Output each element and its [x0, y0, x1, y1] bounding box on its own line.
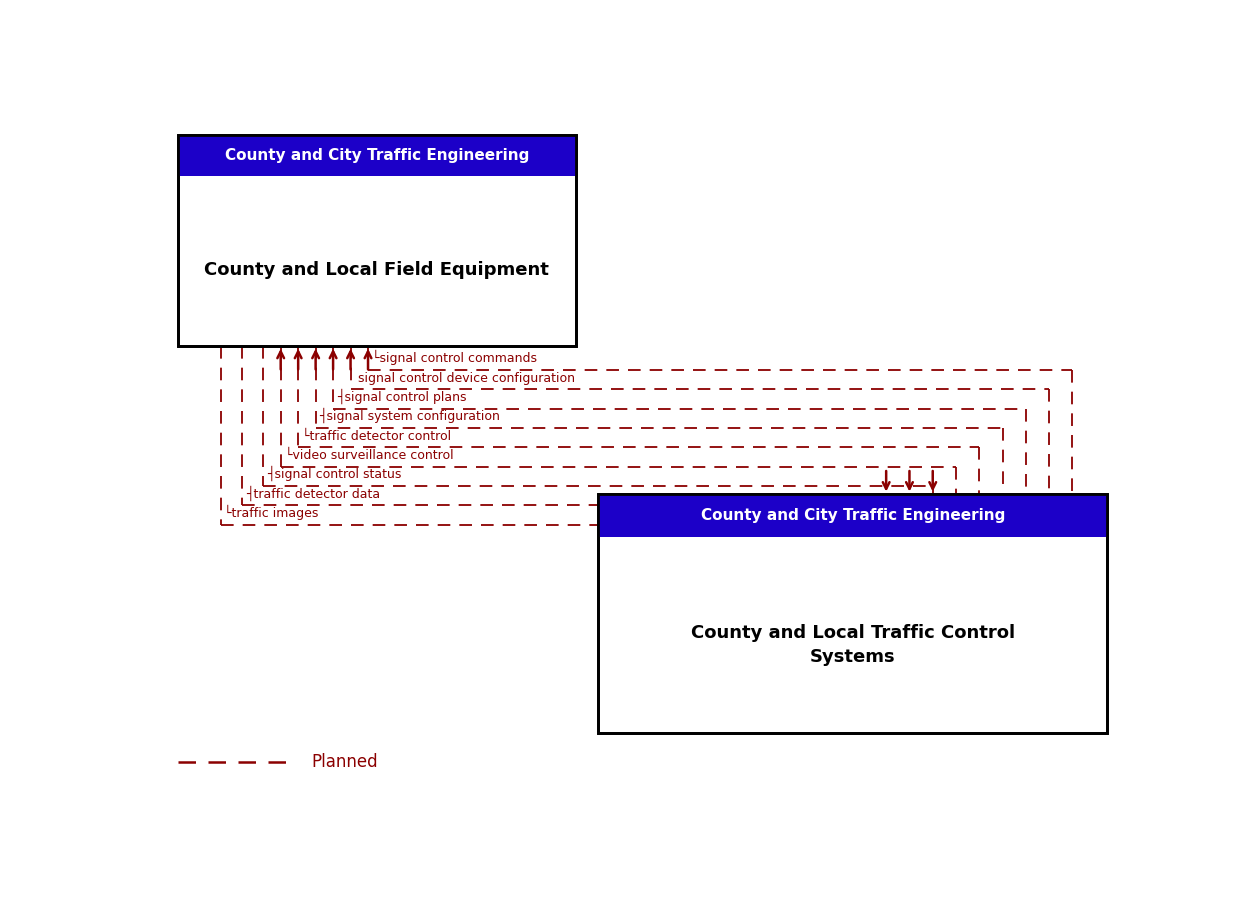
Bar [178, 135, 576, 346]
Bar [598, 494, 1107, 733]
Text: County and Local Field Equipment: County and Local Field Equipment [204, 261, 550, 279]
Text: signal control device configuration: signal control device configuration [354, 371, 576, 385]
Text: └video surveillance control: └video surveillance control [284, 449, 453, 462]
Bar [178, 135, 576, 346]
Text: ┤signal control status: ┤signal control status [267, 466, 402, 482]
Text: County and City Traffic Engineering: County and City Traffic Engineering [224, 148, 528, 163]
Text: ┤signal control plans: ┤signal control plans [337, 388, 467, 404]
Text: └signal control commands: └signal control commands [372, 350, 537, 365]
Text: └traffic images: └traffic images [224, 505, 319, 520]
Text: ┤signal system configuration: ┤signal system configuration [319, 408, 501, 423]
Text: County and City Traffic Engineering: County and City Traffic Engineering [701, 509, 1005, 523]
Text: ┤traffic detector data: ┤traffic detector data [245, 485, 379, 501]
Bar [598, 494, 1107, 733]
Bar [598, 494, 1107, 537]
Text: County and Local Traffic Control
Systems: County and Local Traffic Control Systems [691, 624, 1015, 666]
Text: └traffic detector control: └traffic detector control [302, 430, 451, 442]
Text: Planned: Planned [312, 753, 378, 771]
Bar [178, 135, 576, 177]
